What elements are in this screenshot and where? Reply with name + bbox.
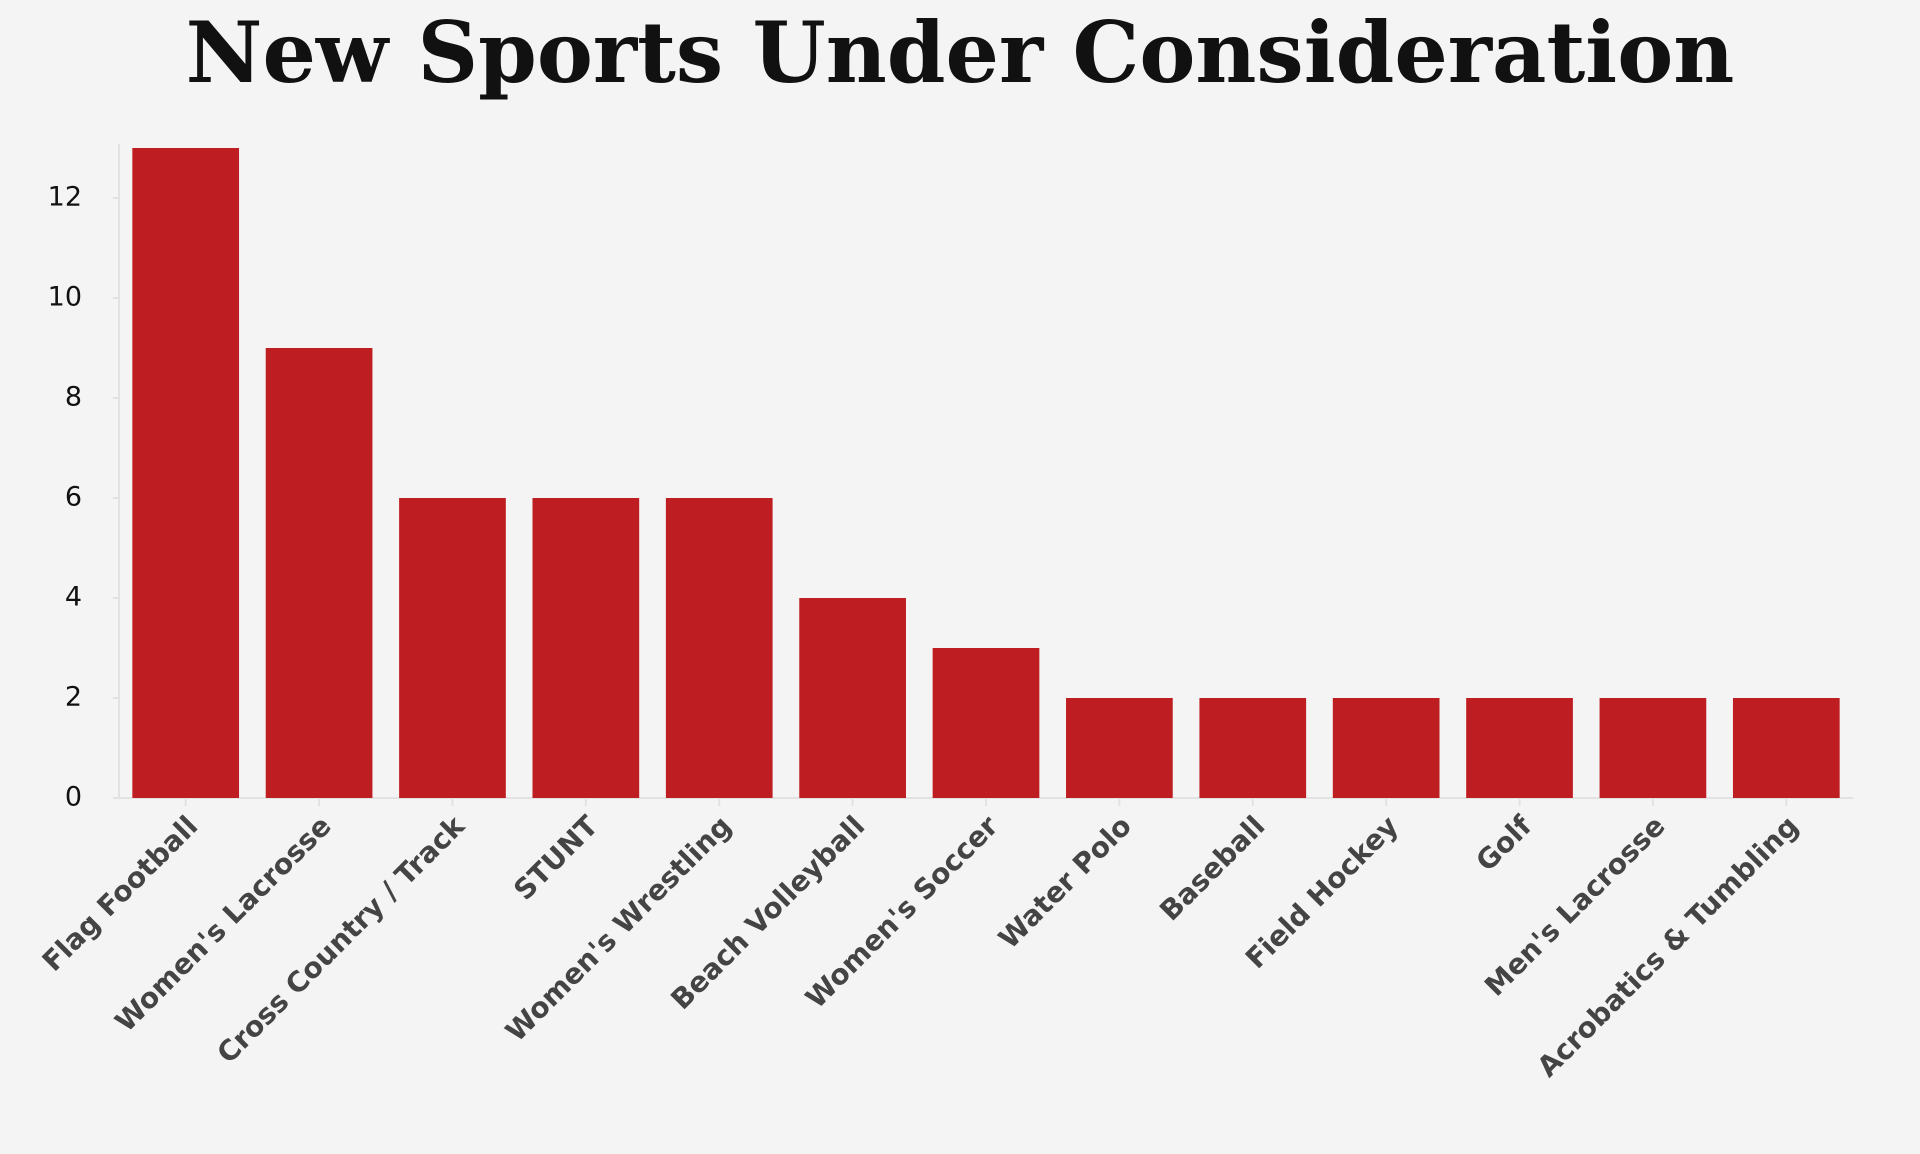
bar [132, 148, 240, 798]
y-tick-label: 2 [65, 682, 82, 713]
bar [1466, 698, 1573, 798]
bar [1732, 698, 1840, 798]
bar [399, 498, 506, 798]
y-tick-label: 12 [48, 182, 82, 213]
y-tick-label: 0 [65, 782, 82, 813]
bar [665, 498, 773, 798]
bar [265, 348, 373, 798]
y-tick-label: 10 [48, 282, 82, 313]
y-tick-label: 8 [65, 382, 82, 413]
bar [1599, 698, 1707, 798]
y-tick-label: 4 [65, 582, 82, 613]
bar [799, 598, 906, 798]
bar [1332, 698, 1440, 798]
bar [932, 648, 1040, 798]
bar [532, 498, 640, 798]
bar [1199, 698, 1307, 798]
y-tick-label: 6 [65, 482, 82, 513]
bar [1066, 698, 1173, 798]
chart-title: New Sports Under Consideration [186, 3, 1735, 102]
